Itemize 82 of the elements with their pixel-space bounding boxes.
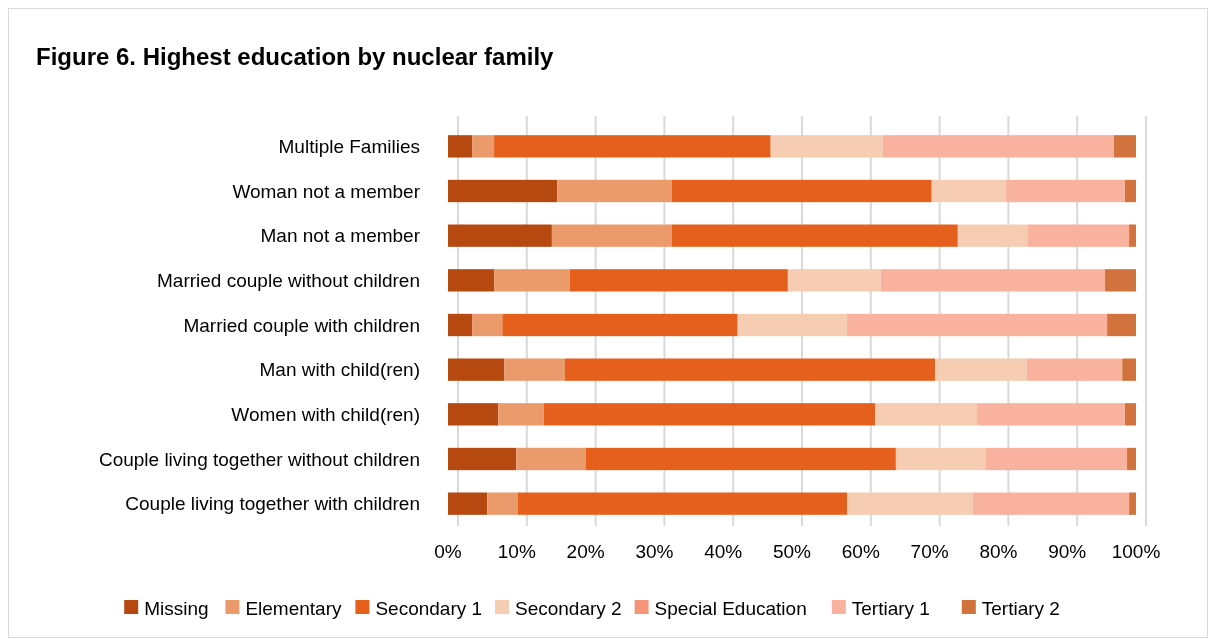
bar (1113, 135, 1136, 158)
bar (498, 403, 544, 426)
bar (448, 447, 517, 471)
bar (504, 358, 565, 381)
bar (448, 492, 488, 515)
y-tick-label: Multiple Families (278, 135, 420, 157)
bar (875, 403, 978, 426)
bar (448, 358, 505, 381)
legend-label: Special Education (654, 597, 807, 619)
bar (1005, 179, 1125, 203)
bar (770, 135, 883, 158)
bar (1129, 492, 1136, 515)
bar (448, 224, 552, 247)
legend-label: Secondary 1 (375, 597, 483, 619)
bar (448, 135, 473, 158)
x-tick-label: 10% (497, 541, 536, 562)
bar (448, 179, 558, 203)
bar (472, 135, 495, 158)
x-tick-label: 70% (910, 541, 949, 562)
y-tick-label: Married couple with children (183, 314, 420, 336)
legend-label: Secondary 2 (515, 597, 622, 619)
x-tick-label: 0% (434, 541, 462, 562)
bar (448, 269, 495, 292)
x-tick-label: 30% (635, 541, 674, 562)
bar (502, 313, 738, 337)
bar (1026, 358, 1123, 381)
y-tick-label: Man not a member (260, 225, 421, 247)
bar (931, 179, 1006, 203)
y-tick-label: Married couple without children (157, 269, 420, 291)
bar (787, 269, 881, 292)
bar (882, 135, 1114, 158)
bar (671, 179, 932, 203)
bar (935, 358, 1027, 381)
y-tick-label: Man with child(ren) (259, 359, 420, 381)
bar (543, 403, 876, 426)
bar (847, 313, 1108, 337)
bar (516, 447, 586, 471)
bar (494, 269, 570, 292)
x-tick-label: 50% (772, 541, 812, 562)
bar (448, 403, 499, 426)
bar (1129, 224, 1136, 247)
legend-label: Tertiary 2 (981, 597, 1060, 619)
bar (671, 224, 958, 247)
x-tick-label: 80% (979, 541, 1018, 562)
legend-label: Tertiary 1 (851, 597, 930, 619)
bar (957, 224, 1028, 247)
bar (1105, 269, 1136, 292)
bar (847, 492, 973, 515)
bar (487, 492, 518, 515)
y-tick-label: Couple living together with children (125, 493, 420, 515)
y-tick-label: Woman not a member (232, 180, 421, 202)
bar (472, 313, 503, 337)
bar (517, 492, 848, 515)
legend-label: Elementary (245, 597, 342, 619)
bar (1027, 224, 1130, 247)
legend-label: Missing (144, 597, 209, 619)
bar (557, 179, 672, 203)
bar (737, 313, 848, 337)
bar (972, 492, 1130, 515)
bar (585, 447, 896, 471)
bar (985, 447, 1128, 471)
bar (1124, 403, 1136, 426)
x-tick-label: 60% (841, 541, 880, 562)
bar (1124, 179, 1136, 203)
x-tick-label: 100% (1111, 541, 1161, 562)
x-tick-label: 40% (704, 541, 743, 562)
chart-title: Figure 6. Highest education by nuclear family (36, 43, 555, 70)
y-tick-label: Women with child(ren) (231, 403, 420, 425)
bar (448, 313, 473, 337)
bar (1127, 447, 1136, 471)
y-tick-label: Couple living together without children (98, 448, 420, 470)
bar (1122, 358, 1136, 381)
bar (494, 135, 771, 158)
bar (895, 447, 986, 471)
bar (977, 403, 1125, 426)
bar (880, 269, 1106, 292)
bar (564, 358, 936, 381)
bar (1107, 313, 1136, 337)
x-tick-label: 20% (566, 541, 605, 562)
bar (569, 269, 788, 292)
bar (551, 224, 672, 247)
x-tick-label: 90% (1048, 541, 1087, 562)
